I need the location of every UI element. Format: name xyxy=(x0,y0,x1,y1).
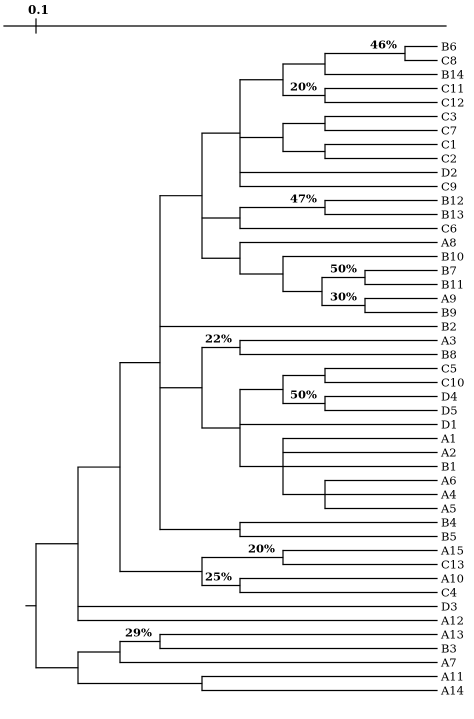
bootstrap-labels: 46% 20% 47% 50% 30% 22% 50% 20% 25% 29% xyxy=(125,38,397,640)
leaf-label: B14 xyxy=(441,68,464,82)
leaf-label: C3 xyxy=(441,110,457,124)
leaf-label: A13 xyxy=(440,628,464,642)
leaf-label: B2 xyxy=(441,320,457,334)
bootstrap-label: 20% xyxy=(248,542,275,556)
leaf-label: A5 xyxy=(440,502,457,516)
leaf-label: B3 xyxy=(441,642,457,656)
leaf-label: B9 xyxy=(441,306,457,320)
bootstrap-label: 22% xyxy=(205,332,232,346)
leaf-label: B12 xyxy=(441,194,464,208)
leaf-label: A9 xyxy=(440,292,457,306)
bootstrap-label: 46% xyxy=(370,38,397,52)
leaf-label: D2 xyxy=(441,166,458,180)
leaf-label: A8 xyxy=(440,236,457,250)
leaf-label: A2 xyxy=(440,446,457,460)
leaf-label: C1 xyxy=(441,138,457,152)
leaf-label: C11 xyxy=(441,82,464,96)
bootstrap-label: 50% xyxy=(330,262,357,276)
leaf-label: B7 xyxy=(441,264,457,278)
leaf-label: B1 xyxy=(441,460,457,474)
tree-branches xyxy=(25,45,438,692)
leaf-label: A7 xyxy=(440,656,457,670)
leaf-label: C10 xyxy=(441,376,464,390)
leaf-label: C2 xyxy=(441,152,457,166)
leaf-label: B6 xyxy=(441,40,457,54)
leaf-label: D4 xyxy=(441,390,458,404)
leaf-label: C9 xyxy=(441,180,457,194)
bootstrap-label: 29% xyxy=(125,626,152,640)
leaf-label: C7 xyxy=(441,124,457,138)
leaf-label: A11 xyxy=(440,670,464,684)
leaf-label: A4 xyxy=(440,488,457,502)
leaf-label: C6 xyxy=(441,222,457,236)
leaf-label: A10 xyxy=(440,572,464,586)
leaf-labels: B6C8B14C11C12C3C7C1C2D2C9B12B13C6A8B10B7… xyxy=(440,40,464,698)
leaf-label: C4 xyxy=(441,586,457,600)
leaf-label: A6 xyxy=(440,474,457,488)
bootstrap-label: 47% xyxy=(290,192,317,206)
leaf-label: A1 xyxy=(440,432,457,446)
leaf-label: C5 xyxy=(441,362,457,376)
leaf-label: C8 xyxy=(441,54,457,68)
scale-bar: 0.1 xyxy=(3,3,447,34)
leaf-label: C12 xyxy=(441,96,464,110)
bootstrap-label: 20% xyxy=(290,80,317,94)
leaf-label: B8 xyxy=(441,348,457,362)
leaf-label: A15 xyxy=(440,544,464,558)
bootstrap-label: 30% xyxy=(330,290,357,304)
scale-bar-label: 0.1 xyxy=(28,3,49,17)
leaf-label: A3 xyxy=(440,334,457,348)
leaf-label: C13 xyxy=(441,558,464,572)
leaf-label: A14 xyxy=(440,684,464,698)
leaf-label: B5 xyxy=(441,530,457,544)
bootstrap-label: 50% xyxy=(290,388,317,402)
leaf-label: B10 xyxy=(441,250,464,264)
leaf-label: D3 xyxy=(441,600,458,614)
bootstrap-label: 25% xyxy=(205,570,232,584)
leaf-label: A12 xyxy=(440,614,464,628)
leaf-label: D1 xyxy=(441,418,458,432)
leaf-label: B13 xyxy=(441,208,464,222)
leaf-label: B11 xyxy=(441,278,464,292)
leaf-label: B4 xyxy=(441,516,457,530)
leaf-label: D5 xyxy=(441,404,458,418)
